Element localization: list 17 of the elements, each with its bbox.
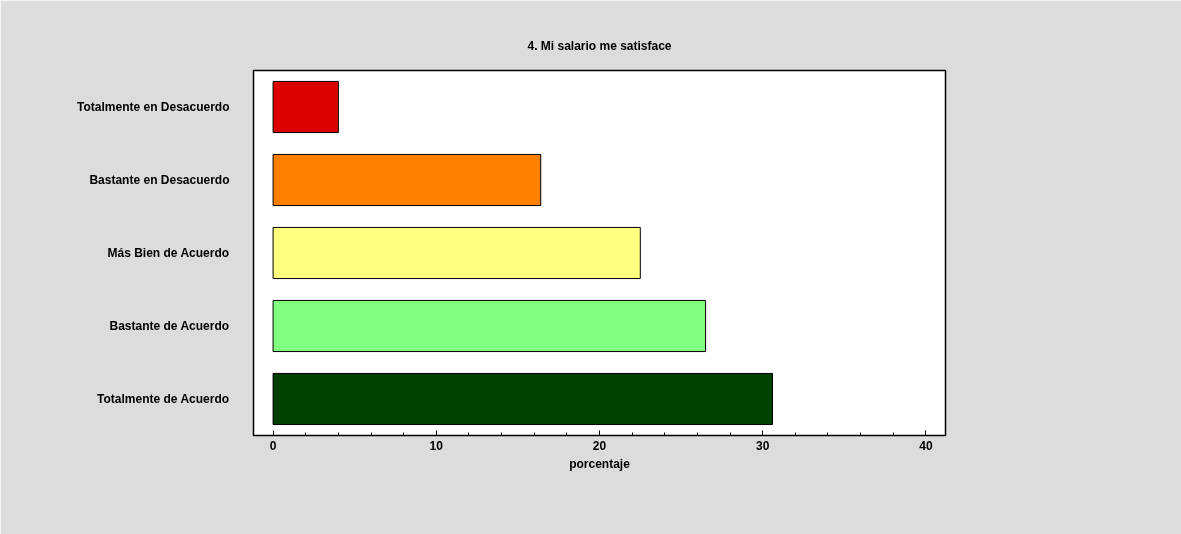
x-tick-label: 10 xyxy=(429,438,444,453)
bar xyxy=(272,80,339,134)
bar xyxy=(272,299,707,353)
x-tick-label: 40 xyxy=(919,438,933,453)
y-tick-label: Bastante de Acuerdo xyxy=(109,319,230,333)
x-tick-label: 0 xyxy=(269,438,277,453)
y-tick-label: Totalmente en Desacuerdo xyxy=(77,100,230,114)
bar xyxy=(272,153,542,207)
y-tick-label: Totalmente de Acuerdo xyxy=(97,392,230,406)
x-axis-title: porcentaje xyxy=(569,456,631,471)
x-tick-label: 20 xyxy=(592,438,607,453)
chart-title: 4. Mi salario me satisface xyxy=(527,39,672,53)
x-tick-label: 30 xyxy=(756,438,770,453)
y-tick-label: Más Bien de Acuerdo xyxy=(107,246,230,260)
bar xyxy=(272,226,641,280)
bar xyxy=(272,372,773,426)
y-tick-label: Bastante en Desacuerdo xyxy=(89,173,230,187)
